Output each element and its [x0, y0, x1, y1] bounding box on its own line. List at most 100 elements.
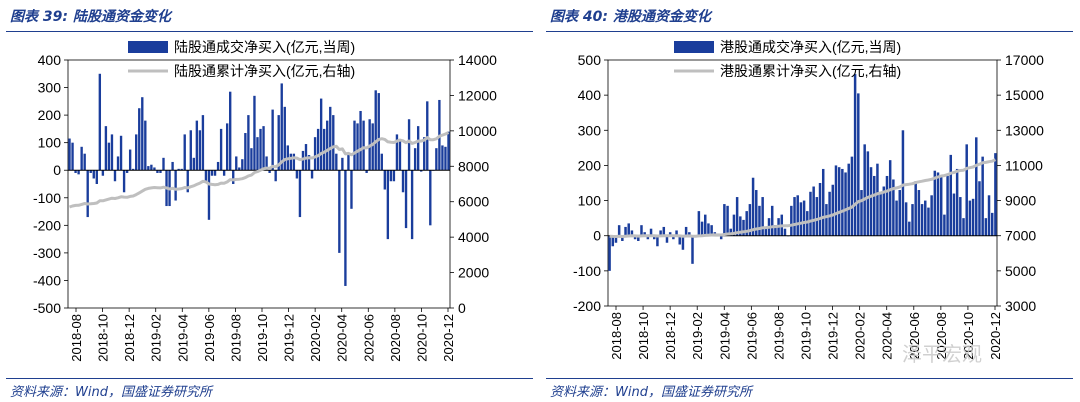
y-left-tick-label: 200 — [38, 107, 62, 123]
net-buy-bar — [617, 225, 621, 236]
net-buy-bar — [371, 123, 374, 171]
net-buy-bar — [739, 216, 742, 236]
x-tick-label: 2020-12 — [441, 314, 456, 362]
y-left-tick-label: -100 — [33, 190, 61, 206]
legend-line-label: 陆股通累计净买入(亿元,右轴) — [174, 63, 355, 79]
x-tick-label: 2019-06 — [744, 312, 759, 360]
y-right-tick-label: 3000 — [1005, 298, 1036, 314]
net-buy-bar — [863, 144, 866, 236]
y-right-tick-label: 6000 — [458, 194, 489, 210]
net-buy-bar — [216, 161, 220, 171]
net-buy-bar — [987, 195, 991, 236]
net-buy-bar — [608, 235, 611, 271]
net-buy-bar — [316, 128, 320, 171]
net-buy-bar — [177, 168, 180, 171]
net-buy-bar — [758, 205, 761, 236]
net-buy-bar — [930, 195, 933, 236]
x-tick-label: 2019-10 — [255, 314, 270, 362]
y-right-tick-label: 13000 — [1005, 122, 1044, 138]
net-buy-bar — [834, 165, 838, 236]
net-buy-bar — [853, 74, 857, 236]
net-buy-bar — [435, 148, 438, 171]
net-buy-bar — [271, 109, 274, 171]
net-buy-bar — [939, 175, 943, 236]
net-buy-bar — [110, 134, 114, 171]
net-buy-bar — [844, 172, 847, 236]
net-buy-bar — [122, 170, 126, 193]
net-buy-bar — [207, 170, 211, 220]
net-buy-bar — [413, 148, 417, 171]
y-right-tick-label: 11000 — [1005, 157, 1043, 173]
net-buy-bar — [95, 170, 98, 184]
net-buy-bar — [729, 228, 733, 236]
net-buy-bar — [895, 200, 898, 236]
y-left-tick-label: 500 — [578, 52, 602, 68]
net-buy-bar — [77, 170, 80, 175]
net-buy-bar — [365, 170, 368, 173]
net-buy-bar — [310, 170, 314, 179]
legend-bar-label: 港股通成交净买入(亿元,当周) — [720, 39, 901, 55]
net-buy-bar — [770, 205, 774, 236]
net-buy-bar — [401, 170, 405, 193]
net-buy-bar — [936, 172, 940, 236]
plot-frame — [67, 59, 451, 309]
net-buy-bar — [684, 226, 688, 236]
net-buy-bar — [869, 167, 873, 236]
net-buy-bar — [319, 98, 323, 171]
net-buy-bar — [665, 235, 669, 243]
y-right-tick-label: 12000 — [458, 87, 497, 103]
net-buy-bar — [815, 197, 819, 236]
y-right-tick-label: 8000 — [458, 158, 489, 174]
net-buy-bar — [691, 235, 694, 264]
net-buy-bar — [943, 214, 946, 236]
net-buy-bar — [872, 175, 876, 236]
y-left-tick-label: -400 — [33, 272, 61, 288]
net-buy-bar — [229, 91, 232, 171]
net-buy-bar — [374, 90, 377, 171]
legend-bar-label: 陆股通成交净买入(亿元,当周) — [174, 39, 355, 55]
x-tick-label: 2018-12 — [663, 312, 678, 360]
x-tick-label: 2018-10 — [96, 314, 111, 362]
y-left-tick-label: -500 — [33, 300, 61, 316]
net-buy-bar — [135, 134, 138, 171]
net-buy-bar — [298, 170, 302, 218]
net-buy-bar — [678, 235, 681, 245]
net-buy-bar — [201, 115, 205, 171]
net-buy-bar — [981, 156, 984, 236]
net-buy-bar — [219, 128, 223, 171]
net-buy-bar — [195, 120, 199, 171]
y-left-tick-label: 400 — [38, 52, 62, 68]
net-buy-bar — [259, 128, 262, 171]
x-tick-label: 2020-04 — [880, 312, 895, 360]
x-tick-label: 2019-12 — [826, 312, 841, 360]
net-buy-bar — [404, 170, 408, 229]
net-buy-bar — [104, 126, 108, 171]
x-tick-label: 2020-10 — [414, 314, 429, 362]
net-buy-bar — [857, 93, 860, 236]
net-buy-bar — [659, 230, 662, 236]
net-buy-bar — [380, 153, 383, 171]
net-buy-bar — [975, 137, 978, 236]
net-buy-bar — [256, 137, 259, 171]
net-buy-bar — [289, 153, 293, 171]
net-buy-bar — [86, 170, 89, 218]
net-buy-bar — [978, 181, 981, 236]
net-buy-bar — [825, 204, 828, 236]
net-buy-bar — [904, 202, 908, 236]
net-buy-bar — [416, 126, 420, 171]
net-buy-bar — [959, 197, 962, 236]
net-buy-bar — [423, 137, 426, 171]
net-buy-bar — [426, 101, 429, 171]
net-buy-bar — [292, 153, 296, 171]
x-tick-label: 2020-10 — [961, 312, 976, 360]
net-buy-bar — [901, 130, 905, 236]
chart-title: 图表 39: 陆股通资金变化 — [10, 9, 171, 25]
y-right-tick-label: 17000 — [1005, 52, 1044, 68]
plot-frame — [607, 59, 998, 307]
net-buy-bar — [204, 170, 208, 182]
net-buy-bar — [990, 212, 994, 236]
net-buy-bar — [831, 184, 835, 236]
net-buy-bar — [933, 170, 937, 236]
y-right-tick-label: 9000 — [1005, 193, 1036, 209]
y-right-tick-label: 7000 — [1005, 228, 1036, 244]
